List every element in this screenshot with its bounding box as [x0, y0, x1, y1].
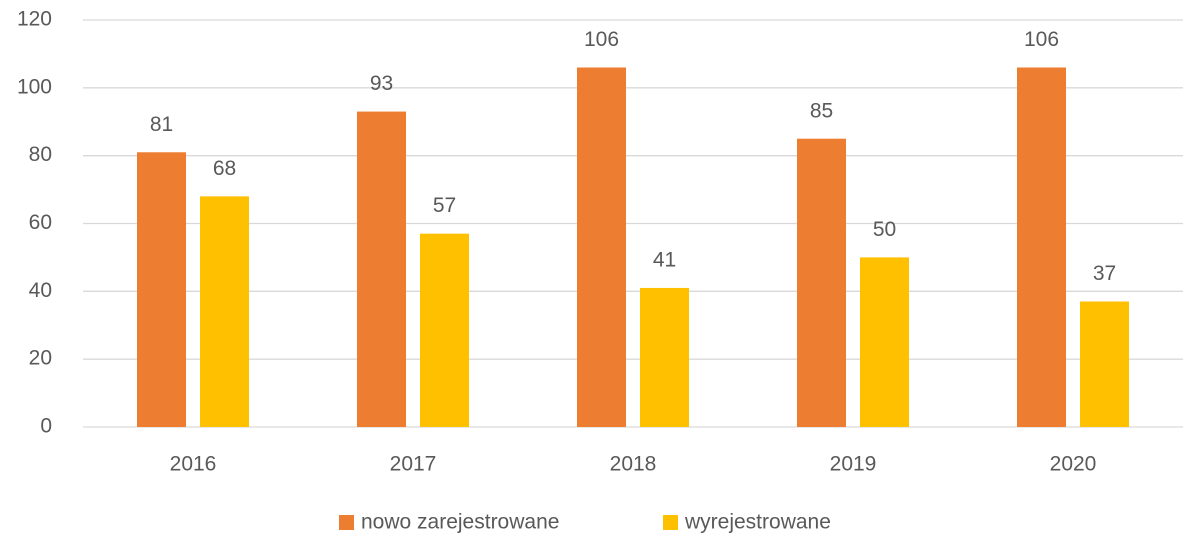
bar — [797, 138, 846, 428]
x-tick-label: 2016 — [170, 453, 217, 476]
x-tick-label: 2017 — [390, 453, 437, 476]
bar — [420, 233, 469, 427]
bar — [1080, 301, 1129, 427]
y-tick-label: 80 — [29, 143, 52, 166]
bar — [577, 67, 626, 427]
data-label: 93 — [370, 72, 393, 95]
bar — [640, 287, 689, 427]
legend-swatch — [339, 515, 354, 530]
data-label: 106 — [584, 28, 619, 51]
legend-swatch — [663, 515, 678, 530]
bar — [357, 111, 406, 427]
legend-label: nowo zarejestrowane — [361, 511, 559, 534]
legend-label: wyrejestrowane — [684, 511, 831, 534]
x-tick-label: 2018 — [610, 453, 657, 476]
data-label: 68 — [213, 157, 236, 180]
x-tick-label: 2020 — [1050, 453, 1097, 476]
data-label: 57 — [433, 194, 456, 217]
bar — [137, 152, 186, 427]
y-tick-label: 0 — [40, 415, 52, 438]
data-label: 81 — [150, 113, 173, 136]
y-tick-label: 120 — [17, 8, 52, 31]
bar — [1017, 67, 1066, 427]
data-label: 41 — [653, 248, 676, 271]
x-tick-label: 2019 — [830, 453, 877, 476]
y-tick-label: 20 — [29, 347, 52, 370]
y-tick-label: 40 — [29, 279, 52, 302]
y-tick-label: 60 — [29, 211, 52, 234]
data-label: 85 — [810, 99, 833, 122]
bar — [200, 196, 249, 427]
data-label: 106 — [1024, 28, 1059, 51]
data-label: 50 — [873, 218, 896, 241]
y-tick-label: 100 — [17, 75, 52, 98]
bar — [860, 257, 909, 427]
data-label: 37 — [1093, 262, 1116, 285]
